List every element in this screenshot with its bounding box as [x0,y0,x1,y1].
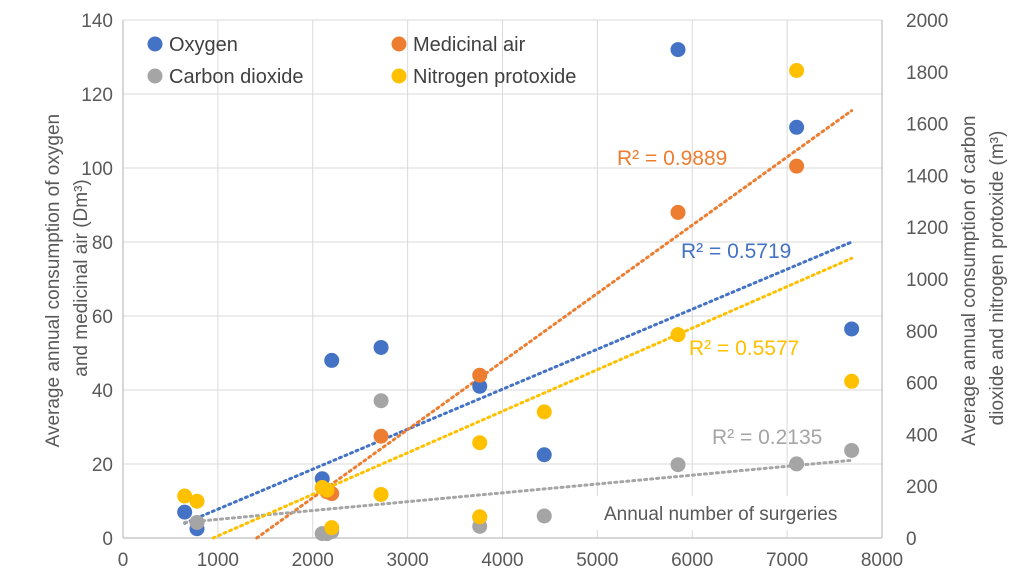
y-left-axis-title: Average annual consumption of oxygen and… [43,109,92,448]
annotation-box: Annual number of surgeries [594,496,860,530]
point-nitrogen-protoxide [189,493,205,509]
trendline-oxygen [183,240,854,525]
legend: Oxygen Medicinal air Carbon dioxide Nitroge… [147,34,576,88]
y-left-axis-title-line2: and medicinal air (Dm³) [71,179,92,376]
r2-label-carbon-dioxide: R² = 0.2135 [712,426,822,449]
legend-item-medicinal-air: Medicinal air [391,34,526,56]
point-carbon-dioxide [189,514,205,530]
point-nitrogen-protoxide [324,520,340,536]
x-tick-labels: 0 1000 2000 3000 4000 5000 6000 7000 8000 [118,550,903,571]
legend-marker-medicinal-air [391,36,407,52]
trendline-medicinal-air [255,109,854,540]
trend-r2-labels: R² = 0.5719 R² = 0.9889 R² = 0.2135 R² = 0.… [617,147,822,449]
legend-label-oxygen: Oxygen [169,34,238,56]
legend-item-nitrogen-protoxide: Nitrogen protoxide [391,66,576,88]
point-oxygen [789,119,805,135]
x-tick-label: 1000 [197,550,239,571]
annotation-text: Annual number of surgeries [604,504,837,525]
legend-label-carbon-dioxide: Carbon dioxide [169,66,304,88]
point-nitrogen-protoxide [670,327,686,343]
legend-item-oxygen: Oxygen [147,34,238,56]
point-oxygen [472,378,488,394]
grid-lines [123,19,883,538]
y-right-axis-title-line1: Average annual consumption of carbon [959,116,980,446]
y-left-tick-label: 80 [92,233,113,254]
y-left-tick-label: 0 [102,529,113,550]
point-oxygen [844,321,860,337]
point-carbon-dioxide [789,456,805,472]
x-tick-label: 5000 [576,550,618,571]
y-left-axis-title-line1: Average annual consumption of oxygen [43,114,64,447]
x-tick-label: 6000 [671,550,713,571]
point-carbon-dioxide [670,457,686,473]
point-nitrogen-protoxide [319,482,335,498]
x-tick-label: 2000 [292,550,334,571]
point-nitrogen-protoxide [472,435,488,451]
point-medicinal-air [670,204,686,220]
legend-marker-nitrogen-protoxide [391,68,407,84]
r2-label-medicinal-air: R² = 0.9889 [617,147,727,170]
point-oxygen [324,352,340,368]
y-left-tick-label: 40 [92,381,113,402]
point-nitrogen-protoxide [177,488,193,504]
y-right-axis-title-line2: dioxide and nitrogen protoxide (m³) [987,131,1008,426]
y-left-tick-label: 100 [81,159,113,180]
point-oxygen [536,447,552,463]
x-tick-label: 7000 [766,550,808,571]
y-right-tick-label: 2000 [906,11,948,32]
point-medicinal-air [472,367,488,383]
y-right-tick-label: 1400 [906,166,948,187]
x-tick-label: 3000 [386,550,428,571]
legend-marker-carbon-dioxide [147,68,163,84]
x-tick-label: 8000 [861,550,903,571]
point-oxygen [373,339,389,355]
data-points [177,42,860,542]
y-right-tick-label: 1800 [906,63,948,84]
y-right-tick-label: 600 [906,374,938,395]
point-carbon-dioxide [373,393,389,409]
point-nitrogen-protoxide [789,63,805,79]
point-nitrogen-protoxide [472,509,488,525]
y-left-tick-label: 120 [81,85,113,106]
y-left-tick-label: 140 [81,11,113,32]
legend-item-carbon-dioxide: Carbon dioxide [147,66,304,88]
y-left-tick-label: 20 [92,455,113,476]
y-right-tick-label: 1000 [906,270,948,291]
point-oxygen [177,504,193,520]
y-right-tick-label: 1200 [906,218,948,239]
trendline-carbon-dioxide [183,458,854,524]
trendlines [183,109,854,540]
point-nitrogen-protoxide [844,373,860,389]
y-right-axis-title: Average annual consumption of carbon dio… [959,110,1008,446]
point-carbon-dioxide [536,508,552,524]
legend-marker-oxygen [147,36,163,52]
y-right-tick-label: 1600 [906,115,948,136]
x-tick-label: 4000 [481,550,523,571]
r2-label-nitrogen-protoxide: R² = 0.5577 [689,337,799,360]
point-nitrogen-protoxide [373,486,389,502]
legend-label-medicinal-air: Medicinal air [413,34,526,56]
point-medicinal-air [373,428,389,444]
y-right-tick-label: 0 [906,529,917,550]
x-tick-label: 0 [118,550,129,571]
y-right-tick-label: 400 [906,425,938,446]
point-oxygen [670,42,686,58]
y-left-tick-label: 60 [92,307,113,328]
y-right-tick-label: 800 [906,322,938,343]
point-carbon-dioxide [844,442,860,458]
point-nitrogen-protoxide [536,404,552,420]
y-left-tick-labels: 0 20 40 60 80 100 120 140 [81,11,113,550]
point-medicinal-air [789,158,805,174]
axes [122,20,883,539]
legend-label-nitrogen-protoxide: Nitrogen protoxide [413,66,576,88]
y-right-tick-label: 200 [906,477,938,498]
y-right-tick-labels: 0 200 400 600 800 1000 1200 1400 1600 1800 2000 [906,11,948,550]
r2-label-oxygen: R² = 0.5719 [681,240,791,263]
